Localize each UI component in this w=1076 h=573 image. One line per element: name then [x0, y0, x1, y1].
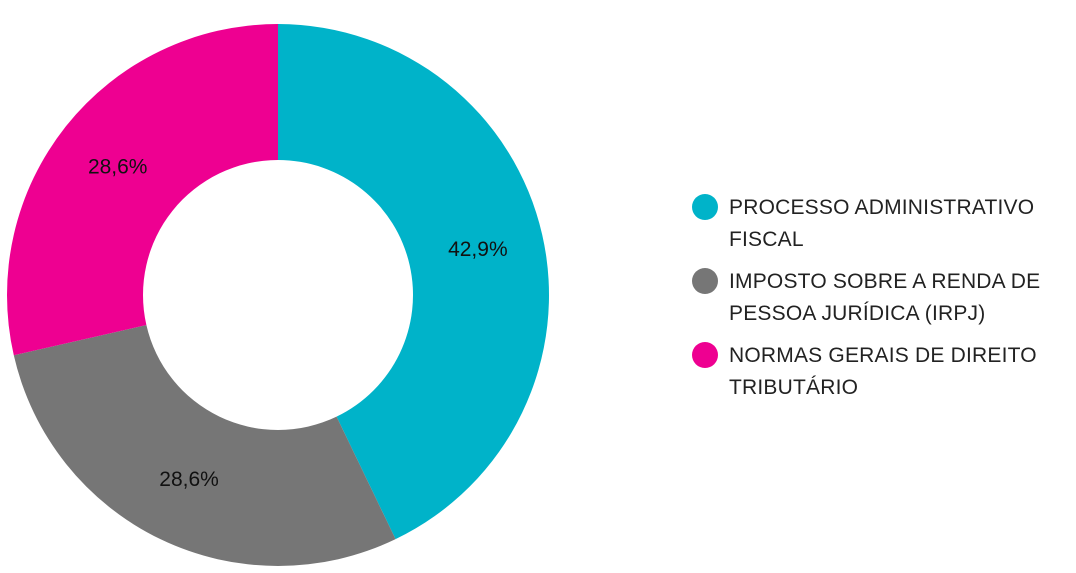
legend-label: PROCESSO ADMINISTRATIVO FISCAL [729, 196, 1035, 251]
legend-item-imposto-sobre-a-renda: IMPOSTO SOBRE A RENDA DE PESSOA JURÍDICA… [692, 266, 1072, 330]
donut-slice-processo-administrativo-fiscal [278, 24, 549, 540]
legend-swatch [692, 268, 718, 294]
donut-slices [6, 24, 549, 566]
donut-slice-normas-gerais-de-direito-tributario [6, 24, 278, 356]
chart-legend: PROCESSO ADMINISTRATIVO FISCAL IMPOSTO S… [692, 192, 1072, 414]
legend-item-normas-gerais-de-direito-tributario: NORMAS GERAIS DE DIREITO TRIBUTÁRIO [692, 340, 1072, 404]
legend-label: NORMAS GERAIS DE DIREITO TRIBUTÁRIO [729, 344, 1037, 399]
slice-value-label: 28,6% [159, 468, 219, 491]
legend-swatch [692, 194, 718, 220]
slice-value-label: 42,9% [448, 238, 508, 261]
slice-labels: 42,9% 28,6% 28,6% [88, 156, 508, 492]
legend-label: IMPOSTO SOBRE A RENDA DE PESSOA JURÍDICA… [729, 270, 1041, 325]
donut-slice-imposto-sobre-a-renda-de-pessoa-juridica-irpj [13, 325, 396, 566]
legend-item-processo-administrativo-fiscal: PROCESSO ADMINISTRATIVO FISCAL [692, 192, 1072, 256]
slice-value-label: 28,6% [88, 156, 148, 179]
legend-swatch [692, 342, 718, 368]
